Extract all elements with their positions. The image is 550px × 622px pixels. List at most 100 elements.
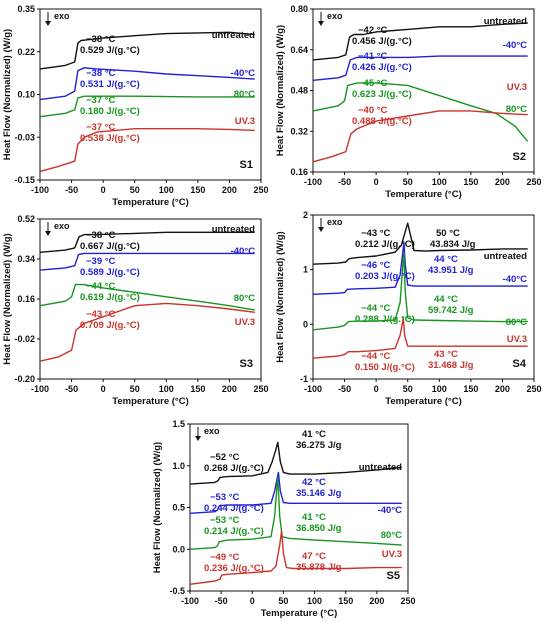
- annotation-temp: −53 °C: [210, 515, 240, 526]
- annotation-temp: −43 °C: [86, 309, 116, 320]
- y-tick-label: 0.5: [172, 503, 185, 513]
- y-tick-label: 0: [303, 319, 308, 329]
- y-axis-title: Heat Flow (Normalized) (W/g): [275, 25, 286, 156]
- series-line-80c: [39, 95, 255, 118]
- series-line-80c: [312, 252, 528, 331]
- exo-label: exo: [327, 11, 343, 21]
- y-tick-label: 0.48: [290, 86, 308, 96]
- x-tick-label: 0: [250, 596, 255, 606]
- x-tick-label: 150: [190, 185, 205, 195]
- y-tick-label: 0.16: [290, 167, 308, 177]
- y-tick-label: 1.5: [172, 419, 185, 429]
- series-line-untreated: [189, 441, 402, 485]
- series-label: 80°C: [234, 89, 255, 100]
- annotation-temp: −38 °C: [86, 230, 116, 241]
- series-line-80c: [39, 283, 255, 311]
- annotation-value: 0.623 J/(g.°C): [352, 89, 412, 100]
- x-tick-label: 250: [253, 185, 268, 195]
- x-tick-label: 50: [403, 384, 413, 394]
- annotation-value: 0.244 J/(g.°C): [204, 503, 264, 514]
- x-tick-label: 100: [307, 596, 322, 606]
- series-label: 80°C: [234, 293, 255, 304]
- annotation-value: 0.203 J/(g.°C): [355, 271, 415, 282]
- exo-arrowhead: [45, 231, 51, 236]
- annotation-temp: 41 °C: [302, 512, 326, 523]
- y-tick-label: 0.10: [17, 90, 35, 100]
- x-axis-title: Temperature (°C): [112, 396, 188, 407]
- series-label: 80°C: [381, 530, 402, 541]
- series-label: UV.3: [235, 317, 255, 328]
- y-tick-label: 2: [303, 210, 308, 220]
- annotation-value: 0.529 J/(g.°C): [80, 45, 140, 56]
- x-axis-title: Temperature (°C): [112, 197, 188, 208]
- y-tick-label: 0.22: [17, 47, 35, 57]
- x-tick-label: 250: [253, 384, 268, 394]
- exo-label: exo: [204, 426, 220, 436]
- series-line-uv3: [312, 110, 528, 163]
- series-label: 80°C: [506, 104, 527, 115]
- annotation-value: 0.212 J/(g.°C): [355, 239, 415, 250]
- series-label: UV.3: [507, 334, 527, 345]
- plot-frame: [39, 218, 262, 380]
- panel-label: S1: [240, 159, 253, 171]
- annotation-temp: 44 °C: [434, 294, 458, 305]
- x-tick-label: 50: [130, 384, 140, 394]
- annotation-temp: −45 °C: [358, 78, 388, 89]
- y-tick-label: 0.52: [17, 214, 35, 224]
- x-tick-label: -100: [304, 384, 322, 394]
- y-tick-label: -0.20: [14, 374, 35, 384]
- panel-s1: -100 -50 0 50 100 150 200 250 0.35 0.22 0.10 -0.03 -…: [2, 4, 269, 208]
- x-tick-label: 100: [432, 177, 447, 187]
- annotation-temp: −37 °C: [86, 95, 116, 106]
- series-label: untreated: [359, 462, 402, 473]
- y-axis-title: Heat Flow (Normalized) (W/g): [152, 442, 163, 573]
- series-line-40c: [39, 67, 255, 101]
- annotation-temp: 44 °C: [434, 254, 458, 265]
- series-label: -40°C: [231, 68, 256, 79]
- y-axis-title: Heat Flow (Normalized) (W/g): [275, 231, 286, 362]
- x-tick-label: 50: [130, 185, 140, 195]
- plot-frame: [312, 214, 535, 380]
- x-tick-label: 200: [369, 596, 384, 606]
- x-tick-label: -50: [65, 185, 78, 195]
- series-line-uv3: [312, 317, 528, 359]
- annotation-value: 43.951 J/g: [428, 265, 474, 276]
- series-label: untreated: [212, 224, 255, 235]
- series-label: -40°C: [503, 274, 528, 285]
- x-tick-label: 100: [159, 384, 174, 394]
- y-tick-label: 0.35: [17, 4, 35, 14]
- annotation-temp: −42 °C: [358, 25, 388, 36]
- exo-label: exo: [54, 11, 70, 21]
- panel-label: S2: [513, 151, 526, 163]
- y-tick-label: 0.34: [17, 254, 35, 264]
- panel-s2: -100 -50 0 50 100 150 200 250 0.80 0.64 0.48 0.32 0.…: [275, 4, 542, 200]
- annotation-value: 0.667 J/(g.°C): [80, 241, 140, 252]
- annotation-temp: −38 °C: [86, 68, 116, 79]
- annotation-temp: −44 °C: [86, 281, 116, 292]
- annotation-temp: 41 °C: [302, 429, 326, 440]
- y-tick-label: -0.5: [169, 586, 185, 596]
- exo-arrowhead: [195, 436, 201, 441]
- series-label: untreated: [484, 16, 527, 27]
- annotation-value: 0.531 J/(g.°C): [80, 79, 140, 90]
- x-tick-label: 0: [374, 384, 379, 394]
- series-line-uv3: [189, 530, 402, 585]
- panel-label: S4: [513, 358, 527, 370]
- series-label: UV.3: [507, 82, 527, 93]
- series-line-40c: [312, 55, 528, 81]
- series-label: 80°C: [506, 317, 527, 328]
- exo-arrowhead: [318, 227, 324, 232]
- x-tick-label: 50: [403, 177, 413, 187]
- y-tick-label: 0.64: [290, 45, 308, 55]
- x-tick-label: 200: [495, 177, 510, 187]
- x-tick-label: 100: [159, 185, 174, 195]
- annotation-temp: 43 °C: [434, 349, 458, 360]
- series-line-untreated: [312, 22, 528, 61]
- y-tick-label: -0.15: [14, 175, 35, 185]
- annotation-temp: −41 °C: [358, 51, 388, 62]
- y-tick-label: -0.03: [14, 132, 35, 142]
- x-tick-label: 150: [463, 177, 478, 187]
- x-tick-label: 0: [101, 384, 106, 394]
- annotation-temp: 42 °C: [302, 477, 326, 488]
